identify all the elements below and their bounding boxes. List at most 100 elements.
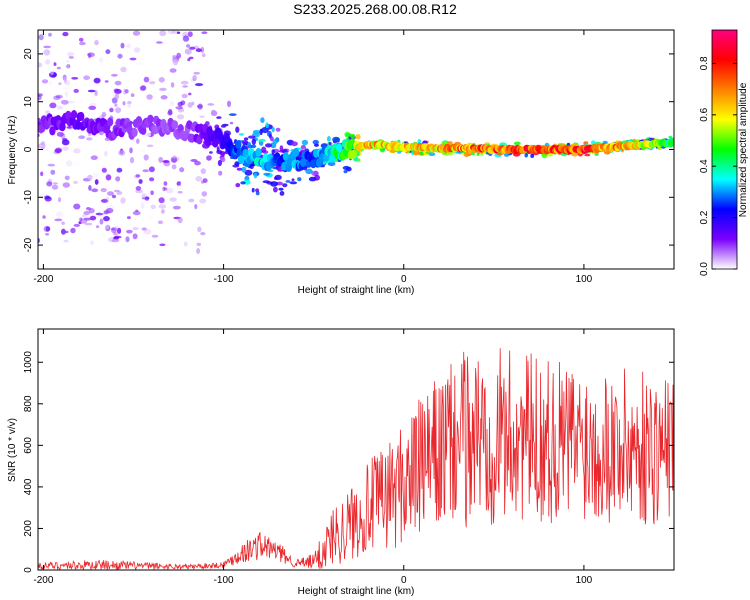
heatmap-cell (54, 218, 63, 222)
heatmap-cell (200, 46, 205, 53)
heatmap-cell (180, 80, 189, 85)
heatmap-cell (171, 120, 179, 130)
y-tick-label: 1000 (23, 351, 34, 374)
heatmap-cell (104, 224, 110, 230)
heatmap-cell (126, 216, 131, 220)
heatmap-cell (140, 202, 145, 209)
heatmap-cell (105, 49, 111, 55)
heatmap-cell (272, 138, 278, 145)
heatmap-cell (73, 148, 81, 154)
heatmap-cell (117, 227, 122, 234)
heatmap-cell (141, 194, 145, 199)
heatmap-cell (193, 71, 201, 75)
heatmap-cell (58, 82, 62, 85)
heatmap-cell (73, 203, 81, 210)
heatmap-cell (350, 133, 356, 140)
heatmap-cell (55, 211, 64, 218)
heatmap-cell (83, 75, 90, 80)
heatmap-cell (227, 100, 231, 108)
heatmap-cell (177, 101, 183, 107)
heatmap-cell (251, 138, 256, 145)
heatmap-cell (308, 176, 317, 182)
y-tick-label: 200 (23, 520, 34, 537)
heatmap-cell (262, 180, 271, 184)
heatmap-cell (41, 146, 45, 150)
heatmap-cell (355, 134, 361, 140)
heatmap-cell (56, 131, 64, 137)
heatmap-cell (59, 122, 66, 132)
heatmap-cell (195, 176, 203, 182)
heatmap-cell (314, 170, 318, 176)
heatmap-cell (135, 174, 141, 178)
heatmap-cell (135, 209, 139, 212)
heatmap-cell (138, 149, 147, 153)
heatmap-cell (165, 187, 174, 194)
heatmap-cell (312, 139, 319, 145)
heatmap-cell (42, 215, 46, 219)
heatmap-cell (78, 37, 84, 42)
heatmap-cell (199, 198, 207, 204)
heatmap-cell (131, 148, 138, 154)
heatmap-cell (195, 83, 203, 87)
heatmap-cell (584, 153, 591, 157)
heatmap-cell (66, 64, 71, 69)
heatmap-cell (129, 147, 133, 154)
heatmap-cell (118, 150, 126, 156)
heatmap-cell (53, 95, 61, 101)
heatmap-cell (87, 174, 93, 180)
heatmap-cell (238, 133, 245, 136)
heatmap-cell (105, 207, 114, 214)
heatmap-cell (109, 107, 114, 113)
heatmap-cell (169, 197, 177, 202)
heatmap-cell (177, 107, 185, 113)
heatmap-cell (91, 188, 99, 193)
heatmap-cell (197, 103, 203, 110)
heatmap-cell (105, 174, 112, 181)
heatmap-cell (270, 181, 278, 187)
heatmap-cell (188, 92, 192, 96)
heatmap-cell (196, 242, 202, 246)
heatmap-cell (61, 137, 68, 142)
heatmap-cell (132, 210, 141, 216)
heatmap-cell (273, 186, 278, 193)
heatmap-cell (111, 227, 117, 234)
heatmap-cell (111, 238, 120, 243)
heatmap-cell (57, 197, 62, 203)
heatmap-cell (150, 204, 156, 210)
heatmap-cell (141, 227, 147, 231)
heatmap-cell (73, 223, 81, 227)
heatmap-cell (188, 198, 195, 203)
x-tick-label: -200 (33, 274, 53, 285)
heatmap-cell (270, 136, 274, 142)
heatmap-cell (96, 225, 100, 229)
heatmap-cell (84, 217, 92, 221)
heatmap-cell (100, 188, 107, 193)
heatmap-cell (201, 191, 208, 197)
heatmap-cell (176, 52, 182, 59)
heatmap-cell (192, 75, 197, 81)
heatmap-cell (43, 225, 50, 232)
heatmap-cell (187, 31, 193, 37)
heatmap-cell (169, 101, 174, 107)
heatmap-cell (45, 59, 51, 65)
heatmap-cell (218, 170, 223, 176)
heatmap-cell (177, 216, 183, 224)
heatmap-cell (244, 169, 253, 176)
heatmap-cell (413, 150, 420, 156)
heatmap-cell (566, 142, 571, 146)
heatmap-cell (150, 190, 154, 196)
heatmap-cell (44, 196, 52, 202)
heatmap-cell (297, 177, 302, 182)
x-tick-label: -100 (214, 274, 234, 285)
heatmap-cell (111, 194, 117, 199)
heatmap-cell (49, 102, 57, 109)
colorbar-tick-label: 0.2 (699, 210, 710, 224)
heatmap-cell (48, 32, 52, 37)
heatmap-cell (151, 234, 159, 238)
heatmap-cell (168, 109, 173, 116)
heatmap-cell (135, 186, 142, 191)
heatmap-cell (41, 79, 49, 84)
heatmap-cell (126, 229, 133, 234)
heatmap-cell (54, 148, 62, 154)
